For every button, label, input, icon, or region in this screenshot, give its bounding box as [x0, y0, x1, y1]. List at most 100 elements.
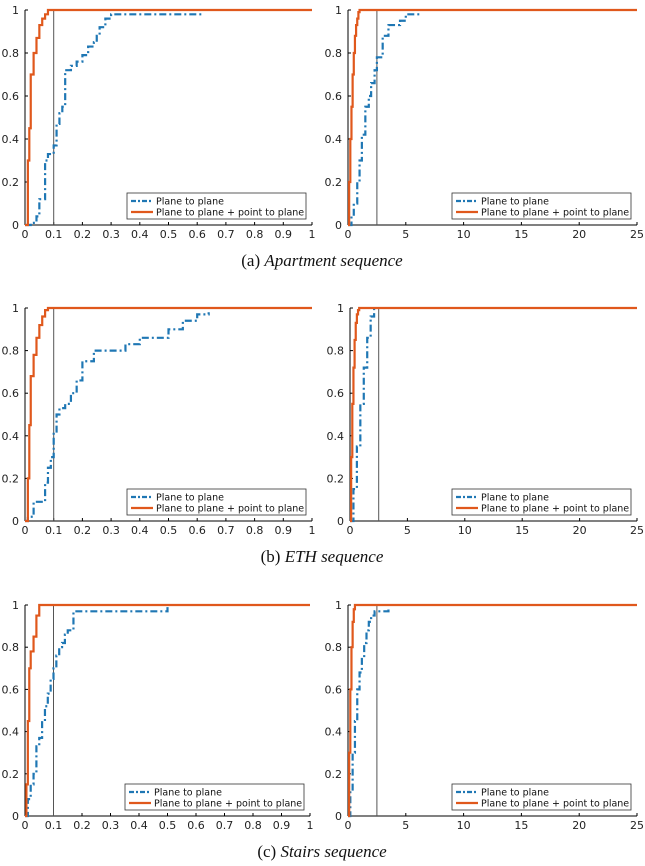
- x-tick-label: 0.5: [159, 819, 177, 832]
- y-tick-label: 0.2: [2, 176, 20, 189]
- x-tick-label: 15: [515, 524, 529, 537]
- x-tick-label: 0.6: [187, 819, 205, 832]
- y-tick-label: 1: [12, 302, 19, 315]
- series-line-plane-to-plane: [25, 312, 210, 523]
- y-tick-label: 0: [335, 219, 342, 232]
- x-tick-label: 0.6: [188, 524, 206, 537]
- y-tick-label: 0: [335, 810, 342, 823]
- series-line-plane-to-plane: [25, 13, 203, 227]
- x-tick-label: 25: [630, 228, 644, 241]
- caption-text: ETH sequence: [284, 547, 384, 566]
- y-tick-label: 0.4: [2, 133, 20, 146]
- x-tick-label: 15: [514, 819, 528, 832]
- y-tick-label: 0.8: [327, 345, 345, 358]
- series-line-plane-to-plane: [348, 607, 390, 818]
- x-tick-label: 0.5: [160, 524, 178, 537]
- series-line-plane-to-plane-point-to-plane: [25, 306, 312, 523]
- x-tick-label: 0.7: [216, 819, 234, 832]
- caption: (a) Apartment sequence: [241, 251, 403, 270]
- legend-label: Plane to plane + point to plane: [154, 799, 302, 810]
- x-tick-label: 0: [22, 524, 29, 537]
- y-tick-label: 0.8: [325, 47, 343, 60]
- chart-panel-3: 0 0.1 0.2 0.3 0.4 0.5 0.6 0.7 0.8 0.9 1 0 0.2 0.4 0.6 0…: [2, 302, 316, 537]
- x-tick-label: 0.6: [188, 228, 206, 241]
- x-tick-label: 0: [345, 819, 352, 832]
- y-tick-label: 0.4: [327, 430, 345, 443]
- x-tick-label: 25: [630, 819, 644, 832]
- x-tick-label: 0.1: [45, 228, 63, 241]
- x-tick-label: 0.3: [102, 819, 120, 832]
- y-tick-label: 0.2: [327, 472, 345, 485]
- legend-label: Plane to plane + point to plane: [156, 504, 304, 515]
- legend-box: [451, 192, 632, 220]
- y-tick-label: 0.6: [2, 683, 20, 696]
- x-tick-label: 0: [347, 524, 354, 537]
- y-tick-label: 1: [335, 599, 342, 612]
- y-tick-label: 0.6: [325, 90, 343, 103]
- x-tick-label: 0: [22, 819, 29, 832]
- x-tick-label: 0.4: [131, 524, 149, 537]
- x-tick-label: 0.9: [273, 819, 291, 832]
- legend-label: Plane to plane + point to plane: [481, 504, 629, 515]
- y-tick-label: 0.4: [325, 133, 343, 146]
- legend-box: [451, 783, 632, 811]
- series-line-plane-to-plane: [25, 607, 169, 818]
- x-tick-label: 1: [307, 819, 314, 832]
- legend-label: Plane to plane: [481, 788, 549, 799]
- x-tick-label: 0.8: [244, 819, 262, 832]
- y-tick-label: 0: [12, 515, 19, 528]
- x-tick-label: 0.5: [160, 228, 178, 241]
- x-tick-label: 0.9: [275, 228, 293, 241]
- legend-box: [126, 192, 307, 220]
- series-line-plane-to-plane-point-to-plane: [348, 603, 637, 818]
- series-line-plane-to-plane-point-to-plane: [348, 8, 637, 227]
- x-tick-label: 0.2: [73, 819, 91, 832]
- caption-label: (c): [257, 842, 280, 861]
- legend-label: Plane to plane: [481, 197, 549, 208]
- x-tick-label: 1: [309, 228, 316, 241]
- legend-box: [126, 488, 307, 516]
- x-tick-label: 0.8: [246, 524, 264, 537]
- x-tick-label: 25: [630, 524, 644, 537]
- chart-panel-1: 0 0.1 0.2 0.3 0.4 0.5 0.6 0.7 0.8 0.9 1 0 0.2 0.4 0.6 0…: [2, 4, 316, 241]
- caption: (b) ETH sequence: [261, 547, 384, 566]
- x-tick-label: 10: [457, 819, 471, 832]
- caption: (c) Stairs sequence: [257, 842, 387, 861]
- y-tick-label: 0.6: [2, 387, 20, 400]
- x-tick-label: 0: [345, 228, 352, 241]
- caption-text: Stairs sequence: [280, 842, 387, 861]
- chart-panel-5: 0 0.1 0.2 0.3 0.4 0.5 0.6 0.7 0.8 0.9 1 0 0.2 0.4 0.6 0…: [2, 599, 314, 832]
- x-tick-label: 20: [572, 228, 586, 241]
- y-tick-label: 0.4: [325, 726, 343, 739]
- y-tick-label: 0.6: [325, 683, 343, 696]
- y-tick-label: 0.8: [325, 641, 343, 654]
- y-tick-label: 0.2: [325, 176, 343, 189]
- y-tick-label: 0: [12, 219, 19, 232]
- legend-label: Plane to plane: [481, 493, 549, 504]
- x-tick-label: 0.3: [102, 524, 120, 537]
- x-tick-label: 0.4: [130, 819, 148, 832]
- x-tick-label: 0.9: [275, 524, 293, 537]
- x-tick-label: 0.3: [102, 228, 120, 241]
- y-tick-label: 0.8: [2, 345, 20, 358]
- x-tick-label: 0.4: [131, 228, 149, 241]
- x-tick-label: 15: [514, 228, 528, 241]
- legend-box: [451, 488, 632, 516]
- y-tick-label: 0.4: [2, 726, 20, 739]
- x-tick-label: 20: [573, 524, 587, 537]
- x-tick-label: 5: [404, 524, 411, 537]
- x-tick-label: 0: [22, 228, 29, 241]
- chart-panel-2: 0 5 10 15 20 25 0 0.2 0.4 0.6 0.8 1 Plane to planePl…: [325, 4, 645, 241]
- y-tick-label: 0.2: [325, 768, 343, 781]
- y-tick-label: 0.8: [2, 641, 20, 654]
- x-tick-label: 0.7: [217, 228, 235, 241]
- y-tick-label: 1: [12, 4, 19, 17]
- y-tick-label: 1: [12, 599, 19, 612]
- y-tick-label: 0.6: [327, 387, 345, 400]
- x-tick-label: 0.1: [45, 819, 63, 832]
- legend-box: [124, 783, 305, 811]
